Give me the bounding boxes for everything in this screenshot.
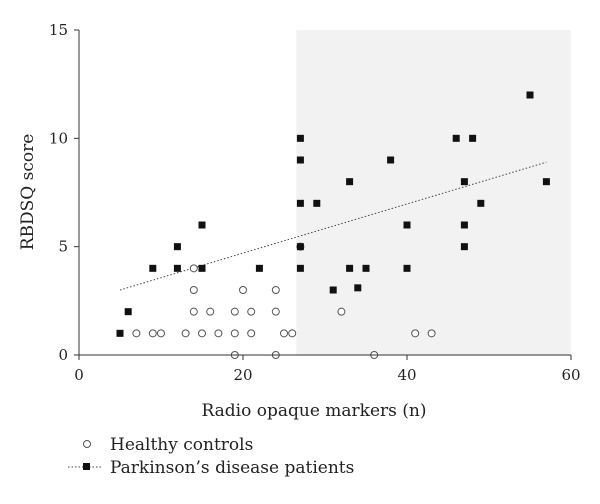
healthy-control-point [148, 329, 157, 338]
shaded-region [296, 30, 571, 355]
healthy-control-point [280, 329, 288, 338]
parkinsons-patient-point [173, 243, 181, 251]
parkinsons-patient-point [460, 178, 468, 186]
legend-parkinsons-marker [83, 463, 90, 470]
parkinsons-patient-point [387, 156, 395, 164]
y-axis-title: RBDSQ score [18, 134, 38, 251]
parkinsons-patient-point [255, 264, 263, 272]
parkinsons-patient-point [452, 134, 460, 142]
parkinsons-points [116, 91, 550, 337]
healthy-control-point [271, 307, 280, 316]
parkinsons-patient-point [346, 178, 354, 186]
healthy-control-point [157, 329, 165, 338]
parkinsons-patient-point [403, 264, 411, 272]
parkinsons-patient-point [116, 329, 124, 337]
parkinsons-patient-point [346, 264, 354, 272]
parkinsons-patient-point [296, 243, 304, 251]
parkinsons-patient-point [296, 264, 304, 272]
healthy-control-point [198, 329, 206, 338]
parkinsons-patient-point [313, 199, 321, 207]
parkinsons-patient-point [198, 264, 206, 272]
legend-healthy-label: Healthy controls [110, 435, 253, 455]
parkinsons-patient-point [460, 243, 468, 251]
healthy-control-point [271, 286, 280, 294]
healthy-control-point [247, 307, 256, 316]
healthy-control-point [132, 329, 141, 338]
plot-area [116, 91, 550, 359]
healthy-control-point [189, 286, 198, 294]
parkinsons-patient-point [477, 199, 485, 207]
x-tick-label: 20 [233, 366, 252, 384]
parkinsons-patient-point [469, 134, 477, 142]
healthy-control-point [189, 264, 198, 273]
healthy-control-point [206, 307, 215, 316]
parkinsons-patient-point [403, 221, 411, 229]
parkinsons-patient-point [198, 221, 206, 229]
x-tick-group: 0 20 40 60 [74, 355, 581, 384]
parkinsons-patient-point [296, 156, 304, 164]
healthy-control-point [181, 329, 190, 338]
healthy-control-point [411, 329, 420, 338]
legend-parkinsons-label: Parkinson’s disease patients [110, 458, 354, 478]
y-tick-label: 10 [49, 129, 68, 147]
parkinsons-patient-point [526, 91, 534, 99]
healthy-control-point [427, 329, 436, 338]
x-tick-label: 0 [74, 366, 84, 384]
y-tick-label: 15 [49, 21, 68, 39]
x-axis-title: Radio opaque markers (n) [201, 401, 426, 421]
parkinsons-patient-point [460, 221, 468, 229]
parkinsons-patient-point [542, 178, 550, 186]
parkinsons-patient-point [173, 264, 181, 272]
healthy-control-point [288, 329, 297, 338]
legend-healthy-marker [83, 440, 91, 448]
y-tick-label: 0 [58, 346, 68, 364]
healthy-control-point [247, 329, 256, 338]
x-tick-label: 60 [561, 366, 580, 384]
healthy-control-point [189, 307, 198, 316]
healthy-control-point [239, 286, 247, 294]
parkinsons-patient-point [329, 286, 337, 294]
parkinsons-patient-point [354, 284, 362, 292]
parkinsons-patient-point [296, 134, 304, 142]
parkinsons-patient-point [124, 308, 132, 316]
healthy-controls-points [132, 242, 436, 359]
y-tick-group: 0 5 10 15 [49, 21, 79, 364]
healthy-control-point [230, 307, 239, 316]
healthy-control-point [214, 329, 223, 338]
legend: Healthy controls Parkinson’s disease pat… [68, 435, 354, 478]
healthy-control-point [230, 329, 239, 338]
parkinsons-patient-point [362, 264, 370, 272]
x-tick-label: 40 [397, 366, 416, 384]
parkinsons-patient-point [296, 199, 304, 207]
parkinsons-patient-point [149, 264, 157, 272]
healthy-control-point [337, 307, 346, 316]
y-tick-label: 5 [58, 238, 68, 256]
